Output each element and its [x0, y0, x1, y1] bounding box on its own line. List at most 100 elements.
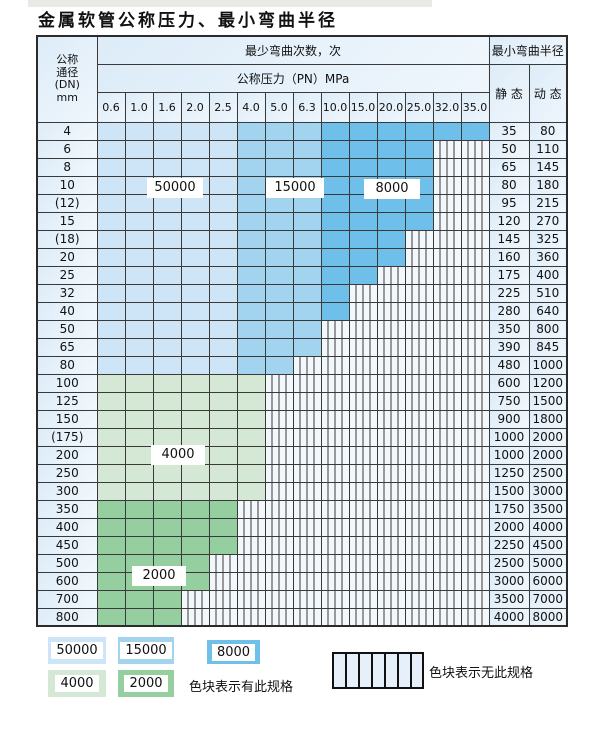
cycle-cell — [348, 481, 378, 501]
static-radius-value: 280 — [488, 301, 530, 321]
cycle-cell — [208, 211, 238, 231]
cycle-cell — [320, 427, 350, 447]
row-dn: (12) — [36, 193, 98, 213]
spec-table: 公称 通径 (DN) mm 最少弯曲次数，次 最小弯曲半径 公称压力（PN）MP… — [36, 35, 568, 627]
static-radius-value: 390 — [488, 337, 530, 357]
cycle-cell — [264, 337, 294, 357]
cycle-cell — [404, 463, 434, 483]
cycle-cell — [292, 517, 322, 537]
cycle-cell — [124, 445, 154, 465]
cycle-cell — [208, 229, 238, 249]
cycle-cell — [460, 319, 490, 339]
cycle-cell — [376, 481, 406, 501]
cycle-cell — [152, 607, 182, 627]
static-radius-value: 3500 — [488, 589, 530, 609]
cycle-cell — [236, 193, 266, 213]
cycle-cell — [152, 463, 182, 483]
table-row: 20 160 360 — [36, 247, 568, 267]
cycle-cell — [376, 427, 406, 447]
cycle-cell — [348, 517, 378, 537]
cycle-cell — [432, 589, 462, 609]
cycle-cell — [348, 229, 378, 249]
cycle-cell — [152, 373, 182, 393]
cycle-cell — [236, 373, 266, 393]
cycle-cell — [96, 517, 126, 537]
row-dn: 4 — [36, 121, 98, 141]
static-radius-value: 1000 — [488, 427, 530, 447]
dynamic-radius-value: 180 — [528, 175, 568, 195]
cycle-cell — [264, 193, 294, 213]
cycle-cell — [348, 373, 378, 393]
legend-swatch-label: 15000 — [120, 642, 172, 659]
cycle-cell — [208, 355, 238, 375]
table-row: 25 175 400 — [36, 265, 568, 285]
dn-header-line: (DN) — [54, 78, 80, 92]
row-dn: (18) — [36, 229, 98, 249]
cycle-cell — [236, 265, 266, 285]
cycle-cell — [208, 391, 238, 411]
cycle-cell — [236, 427, 266, 447]
cycle-cell — [96, 481, 126, 501]
cycle-cell — [152, 337, 182, 357]
cycle-cell — [124, 265, 154, 285]
cycle-cell — [404, 139, 434, 159]
cycle-cell — [460, 337, 490, 357]
cycle-cell — [208, 499, 238, 519]
cycle-cell — [124, 337, 154, 357]
cycle-cell — [376, 283, 406, 303]
cycle-cell — [180, 499, 210, 519]
static-radius-value: 2000 — [488, 517, 530, 537]
row-dn: 350 — [36, 499, 98, 519]
dynamic-radius-value: 4000 — [528, 517, 568, 537]
cycle-cell — [404, 589, 434, 609]
cycle-cell — [152, 265, 182, 285]
cycle-cell — [376, 607, 406, 627]
cycle-cell — [348, 553, 378, 573]
cycle-cell — [460, 265, 490, 285]
cycle-cell — [320, 481, 350, 501]
cycle-cell — [124, 121, 154, 141]
cycle-cell — [236, 175, 266, 195]
dynamic-radius-value: 2000 — [528, 445, 568, 465]
cycle-cell — [348, 211, 378, 231]
cycle-cell — [460, 499, 490, 519]
cycle-cell — [320, 571, 350, 591]
dynamic-radius-value: 1800 — [528, 409, 568, 429]
row-dn: 15 — [36, 211, 98, 231]
row-dn: 80 — [36, 355, 98, 375]
cycle-cell — [432, 517, 462, 537]
cycle-cell — [152, 355, 182, 375]
cycle-cell — [432, 535, 462, 555]
cycle-cell — [264, 373, 294, 393]
dynamic-radius-value: 1500 — [528, 391, 568, 411]
cycle-cell — [152, 535, 182, 555]
cycle-cell — [124, 463, 154, 483]
cycle-cell — [292, 121, 322, 141]
cycle-cell — [264, 535, 294, 555]
table-row: 40 280 640 — [36, 301, 568, 321]
cycle-cell — [236, 499, 266, 519]
legend-swatch-label: 8000 — [211, 643, 256, 661]
cycle-cell — [124, 157, 154, 177]
legend-swatch-15000: 15000 — [118, 637, 174, 664]
row-dn: 600 — [36, 571, 98, 591]
cycle-cell — [180, 463, 210, 483]
cycle-cell — [292, 229, 322, 249]
cycle-cell — [96, 283, 126, 303]
cycle-cell — [460, 121, 490, 141]
row-dn: 65 — [36, 337, 98, 357]
cycle-cell — [292, 265, 322, 285]
cycle-cell — [292, 355, 322, 375]
cycle-cell — [96, 193, 126, 213]
cycle-cell — [348, 589, 378, 609]
cycle-cell — [96, 319, 126, 339]
table-row: 15 120 270 — [36, 211, 568, 231]
row-dn: 40 — [36, 301, 98, 321]
cycle-cell — [460, 229, 490, 249]
cycle-cell — [320, 157, 350, 177]
cycle-cell — [96, 229, 126, 249]
static-radius-value: 2500 — [488, 553, 530, 573]
dynamic-radius-value: 5000 — [528, 553, 568, 573]
cycle-cell — [180, 553, 210, 573]
cycle-cell — [320, 283, 350, 303]
